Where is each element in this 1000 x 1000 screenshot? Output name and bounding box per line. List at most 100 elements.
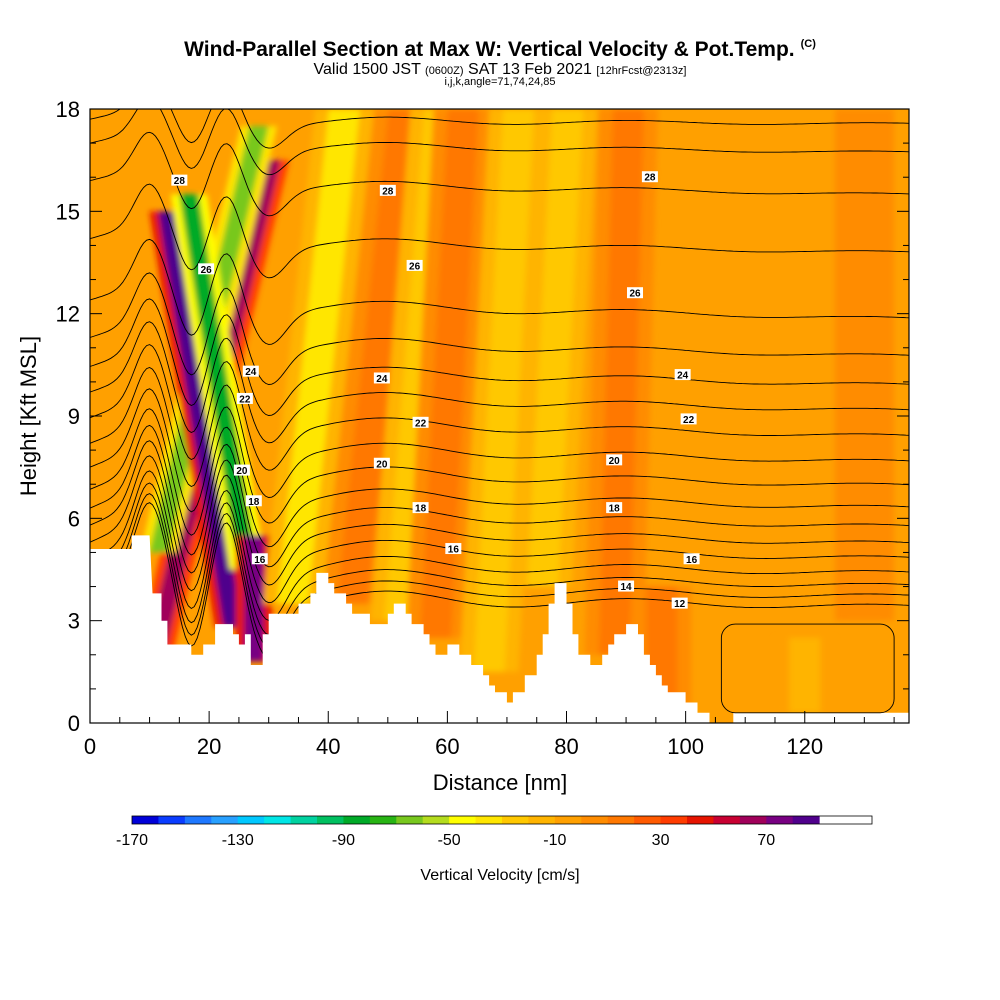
contour-label-bg — [674, 369, 691, 381]
x-axis-title: Distance [nm] — [433, 770, 568, 795]
contour-label-text: 26 — [409, 261, 421, 272]
contour-label-text: 18 — [415, 504, 427, 515]
colorbar-swatch — [792, 816, 820, 824]
colorbar-swatch — [687, 816, 714, 824]
contour-label-bg — [251, 553, 268, 565]
contour-label-text: 16 — [254, 555, 266, 566]
contour-label-bg — [245, 495, 262, 507]
contour-label-text: 18 — [609, 504, 621, 515]
colorbar-swatch — [581, 816, 609, 824]
contour-label-text: 12 — [674, 599, 686, 610]
isentrope-15 — [90, 470, 909, 621]
contour-label-bg — [683, 553, 700, 565]
contour-label-bg — [242, 365, 259, 377]
contour-label-text: 20 — [236, 466, 248, 477]
contour-label-bg — [373, 372, 390, 384]
colorbar-swatch — [396, 816, 424, 824]
contour-label-bg — [412, 416, 429, 428]
forecast-info: [12hrFcst@2313z] — [596, 65, 687, 77]
contour-label: 16 — [683, 553, 700, 566]
chart-title-text: Wind-Parallel Section at Max W: Vertical… — [184, 38, 795, 61]
chart-title: Wind-Parallel Section at Max W: Vertical… — [0, 38, 1000, 62]
grid-indices: i,j,k,angle=71,74,24,85 — [444, 76, 556, 88]
isentrope-23 — [90, 321, 909, 444]
velocity-core — [789, 637, 821, 713]
colorbar-swatch — [475, 816, 503, 824]
isentrope-27 — [90, 183, 909, 279]
contour-label: 20 — [233, 464, 250, 477]
contour-labels: 28 28 28 26 26 26 24 24 24 22 22 22 20 20 20 18 18 18 16 16… — [171, 171, 700, 610]
y-axis-title: Height [Kft MSL] — [16, 336, 41, 496]
contour-label: 24 — [242, 365, 259, 378]
contour-label: 28 — [641, 171, 658, 184]
y-tick-label: 18 — [56, 97, 80, 122]
x-tick-label: 40 — [316, 734, 340, 759]
contour-label: 24 — [373, 372, 390, 385]
contour-label: 26 — [406, 259, 423, 272]
isentrope-20 — [90, 388, 909, 524]
contour-label-text: 14 — [621, 582, 633, 593]
contour-label-text: 28 — [382, 186, 394, 197]
contour-label-bg — [618, 580, 635, 592]
velocity-core — [277, 109, 360, 604]
contour-label: 12 — [671, 597, 688, 610]
valid-prefix: Valid 1500 JST — [313, 61, 421, 78]
y-tick-label: 6 — [68, 506, 80, 531]
isentrope-19 — [90, 408, 909, 548]
colorbar-swatch — [607, 816, 635, 824]
velocity-core — [179, 194, 258, 570]
colorbar-tick-label: -170 — [116, 832, 148, 849]
contour-label-bg — [373, 457, 390, 469]
colorbar-frame — [131, 815, 873, 825]
contour-label: 28 — [379, 184, 396, 197]
isentrope-contours — [90, 109, 909, 659]
contour-label-text: 16 — [686, 555, 698, 566]
colorbar-swatch — [739, 816, 767, 824]
velocity-core — [336, 109, 420, 604]
contour-label: 20 — [606, 454, 623, 467]
isentrope-18 — [90, 424, 909, 568]
contour-label-text: 28 — [644, 173, 656, 184]
colorbar-swatch — [369, 816, 397, 824]
contour-label-text: 22 — [415, 418, 427, 429]
contour-label: 22 — [236, 392, 253, 405]
contour-label: 16 — [445, 543, 462, 556]
x-tick-label: 100 — [667, 734, 704, 759]
contour-label-bg — [680, 413, 697, 425]
terrain-mask — [90, 535, 909, 723]
velocity-core — [244, 535, 264, 662]
lee-closed-contour — [720, 623, 895, 714]
velocity-field — [90, 109, 909, 723]
contour-label-text: 24 — [376, 374, 388, 385]
contour-label-text: 22 — [683, 415, 695, 426]
velocity-core — [419, 109, 479, 638]
colorbar-swatch — [713, 816, 741, 824]
chart-subtitle: Valid 1500 JST (0600Z) SAT 13 Feb 2021 [… — [0, 61, 1000, 79]
contour-label: 14 — [618, 580, 635, 593]
x-tick-label: 20 — [197, 734, 221, 759]
colorbar-swatch — [660, 816, 688, 824]
contour-label-bg — [406, 259, 423, 271]
colorbar-swatch — [422, 816, 450, 824]
colorbar-swatch — [290, 816, 318, 824]
isentrope-26 — [90, 238, 909, 345]
colorbar-swatch — [211, 816, 239, 824]
contour-label-bg — [671, 597, 688, 609]
contour-label: 18 — [412, 502, 429, 515]
contour-label: 22 — [412, 416, 429, 429]
chart-title-tag: (C) — [800, 38, 816, 50]
contour-label-bg — [445, 543, 462, 555]
colorbar-tick-label: -10 — [543, 832, 566, 849]
isentrope-22 — [90, 344, 909, 471]
colorbar-swatch — [528, 816, 556, 824]
isentrope-30 — [90, 109, 909, 149]
velocity-core — [527, 109, 584, 587]
colorbar-swatch — [317, 816, 344, 824]
colorbar-tick-label: -50 — [438, 832, 461, 849]
axes: 0 20 40 60 80 100 120 0 3 6 9 12 15 18 — [56, 97, 909, 759]
colorbar-swatch — [634, 816, 662, 824]
contour-label-bg — [606, 454, 623, 466]
colorbar-swatch — [237, 816, 265, 824]
colorbar-tick-label: 70 — [757, 832, 775, 849]
